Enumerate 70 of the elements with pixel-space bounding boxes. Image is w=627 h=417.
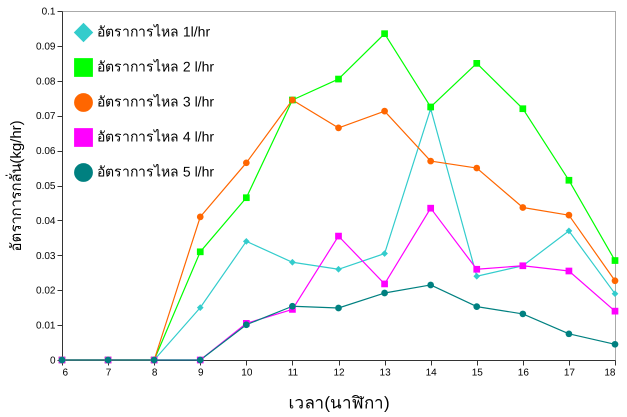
point (427, 282, 434, 288)
point (473, 272, 480, 280)
y-tick-label: 0.03 (36, 250, 56, 262)
point (519, 105, 526, 112)
legend-label: อัตราการไหล 3 l/hr (97, 94, 214, 110)
legend-label: อัตราการไหล 5 l/hr (97, 164, 214, 180)
x-axis-title: เวลา(นาฬิกา) (288, 394, 390, 412)
x-tick-label: 13 (380, 368, 392, 378)
x-tick-label: 16 (518, 368, 530, 378)
legend-label: อัตราการไหล 1l/hr (97, 24, 210, 40)
point (242, 159, 250, 166)
point (566, 330, 572, 338)
point (335, 304, 342, 312)
point (335, 232, 342, 240)
y-axis-title: อัตราการกลั่น(kg/hr) (5, 120, 26, 252)
y-tick-label: 0.09 (36, 41, 56, 52)
y-tick-label: 0.02 (36, 286, 56, 297)
point (473, 303, 480, 310)
point (289, 302, 296, 310)
point (566, 268, 572, 274)
point (381, 290, 388, 296)
point (612, 308, 618, 314)
point (427, 158, 434, 164)
legend-label: อัตราการไหล 2 l/hr (97, 58, 214, 74)
x-tick-label: 15 (472, 368, 484, 378)
y-tick-label: 0 (50, 356, 56, 366)
point (612, 340, 618, 348)
x-tick-label: 7 (106, 368, 112, 378)
x-tick-label: 8 (152, 368, 158, 378)
point (196, 214, 204, 220)
point (381, 30, 388, 38)
x-tick-label: 18 (604, 368, 616, 378)
point (381, 280, 388, 288)
point (289, 258, 296, 266)
point (566, 228, 572, 234)
point (242, 194, 250, 202)
point (612, 290, 618, 298)
x-tick-label: 14 (426, 368, 438, 378)
y-tick-label: 0.07 (36, 111, 56, 122)
y-tick-label: 0.05 (36, 181, 56, 192)
y-tick-label: 0.01 (36, 320, 56, 332)
y-tick-label: 0.04 (36, 216, 56, 227)
point (473, 60, 480, 67)
x-tick-label: 6 (62, 368, 68, 378)
point (612, 277, 618, 284)
y-tick-label: 0.06 (36, 146, 56, 158)
point (566, 176, 572, 184)
y-tick-label: 0.1 (42, 6, 56, 18)
point (427, 204, 434, 212)
point (196, 248, 204, 256)
x-tick-label: 9 (198, 368, 204, 378)
x-tick-label: 12 (333, 368, 345, 378)
point (473, 164, 480, 172)
point (335, 124, 342, 132)
x-tick-label: 10 (241, 368, 253, 378)
point (196, 304, 204, 312)
legend-label: อัตราการไหล 4 l/hr (97, 128, 214, 144)
point (519, 204, 526, 211)
point (612, 257, 618, 264)
x-tick-label: 17 (564, 368, 576, 378)
point (519, 310, 526, 318)
y-tick-label: 0.08 (36, 76, 56, 88)
point (335, 76, 342, 82)
point (335, 266, 342, 273)
point (566, 212, 572, 219)
point (381, 250, 388, 257)
point (381, 108, 388, 115)
point (473, 266, 480, 273)
x-tick-label: 11 (288, 368, 299, 378)
point (242, 238, 250, 245)
